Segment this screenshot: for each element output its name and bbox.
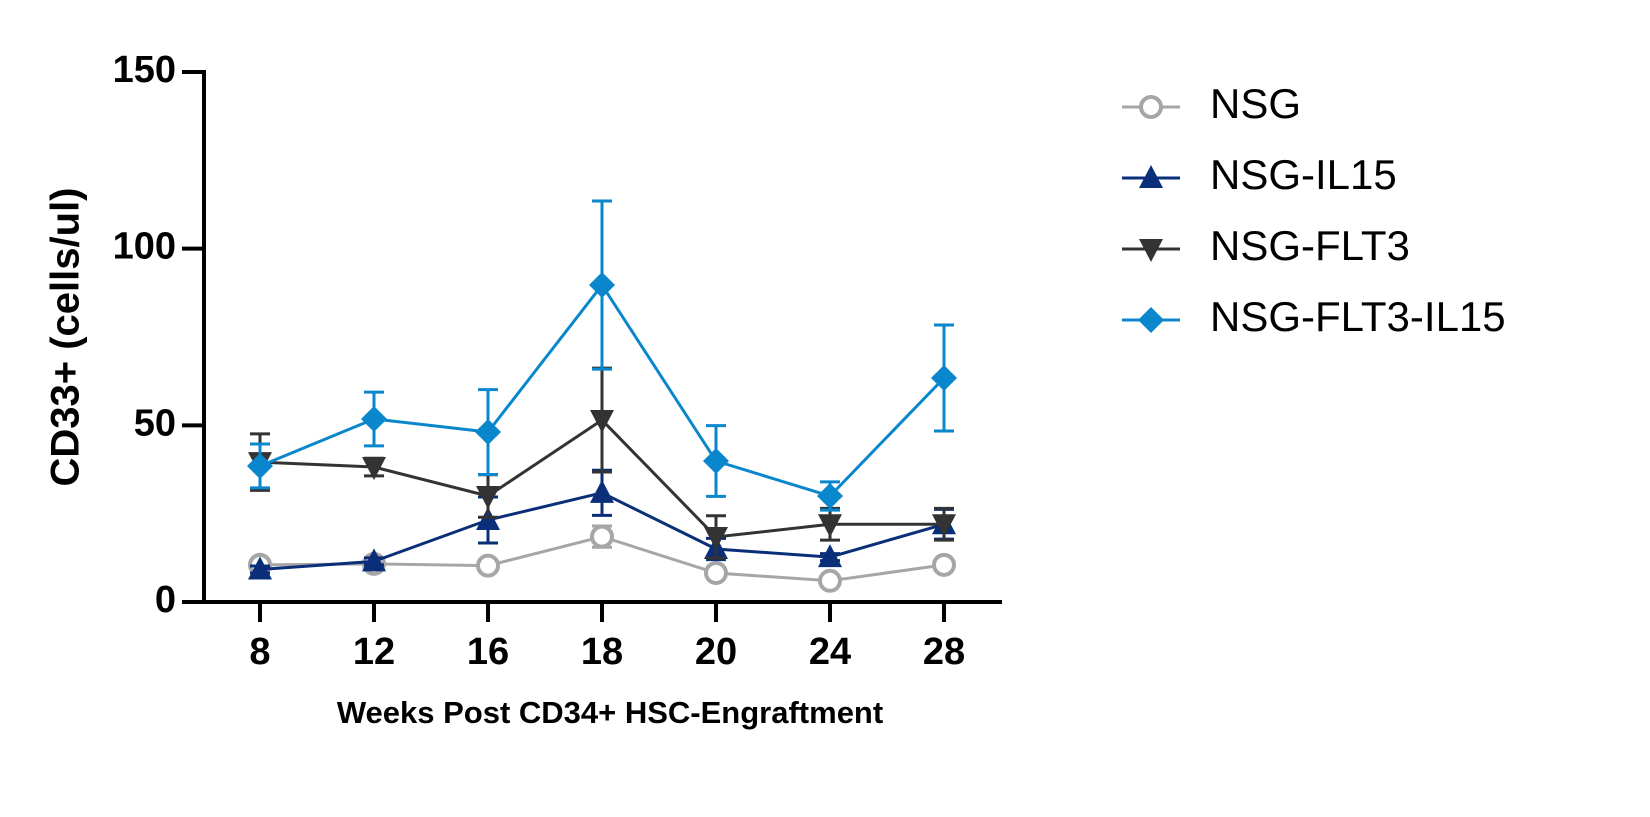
- marker: [247, 452, 273, 479]
- legend-marker: [1138, 307, 1164, 333]
- x-tick-label: 16: [467, 631, 509, 673]
- x-tick-label: 24: [809, 631, 851, 673]
- marker: [818, 514, 842, 538]
- y-axis-title: CD33+ (cells/ul): [44, 187, 88, 486]
- x-tick-label: 18: [581, 631, 623, 673]
- marker: [362, 548, 386, 572]
- x-tick-label: 12: [353, 631, 395, 673]
- x-tick-label: 20: [695, 631, 737, 673]
- y-tick-label: 100: [113, 226, 176, 268]
- marker: [476, 486, 500, 509]
- y-tick-label: 150: [113, 49, 176, 91]
- marker: [590, 524, 614, 549]
- marker: [931, 364, 957, 391]
- legend-label: NSG-FLT3-IL15: [1210, 293, 1506, 340]
- legend-label: NSG-IL15: [1210, 151, 1397, 198]
- marker: [362, 457, 386, 481]
- marker: [703, 448, 729, 475]
- marker: [476, 553, 500, 578]
- x-tick-label: 28: [923, 631, 965, 673]
- legend-marker: [1139, 165, 1163, 188]
- marker: [932, 552, 956, 577]
- marker: [704, 526, 728, 550]
- marker: [589, 272, 615, 299]
- x-axis-title: Weeks Post CD34+ HSC-Engraftment: [337, 695, 883, 730]
- legend-marker: [1139, 239, 1163, 262]
- y-tick-label: 0: [155, 579, 176, 621]
- marker: [704, 561, 728, 586]
- legend-label: NSG: [1210, 80, 1301, 127]
- marker: [932, 514, 956, 538]
- marker: [475, 419, 501, 446]
- marker: [818, 544, 842, 568]
- y-tick-label: 50: [134, 402, 176, 444]
- marker: [248, 556, 272, 580]
- marker: [361, 405, 387, 432]
- marker: [818, 568, 842, 593]
- marker: [817, 483, 843, 509]
- marker: [590, 479, 614, 503]
- marker: [590, 410, 614, 434]
- x-tick-label: 8: [249, 631, 270, 673]
- legend-label: NSG-FLT3: [1210, 222, 1410, 269]
- legend-marker: [1139, 95, 1163, 119]
